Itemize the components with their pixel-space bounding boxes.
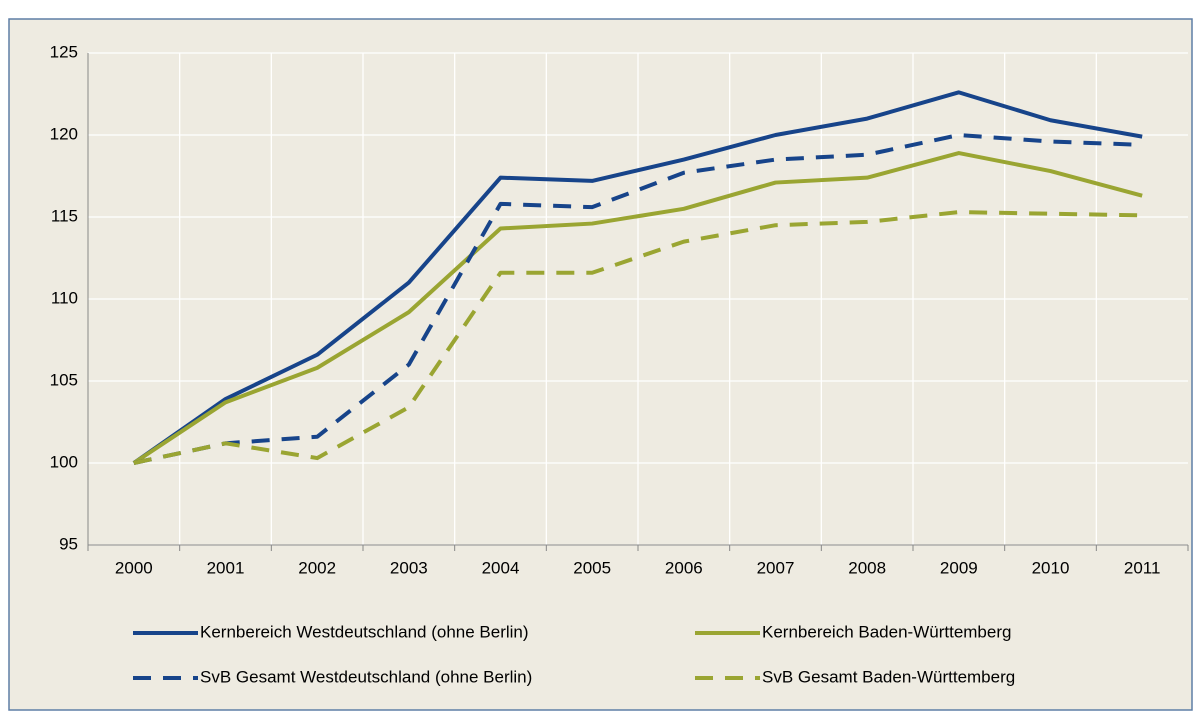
y-tick-label: 100	[50, 452, 78, 471]
x-tick-label: 2005	[573, 558, 611, 577]
x-tick-label: 2001	[207, 558, 245, 577]
x-tick-label: 2000	[115, 558, 153, 577]
x-tick-label: 2007	[757, 558, 795, 577]
x-tick-label: 2002	[298, 558, 336, 577]
x-tick-label: 2004	[482, 558, 520, 577]
x-tick-label: 2011	[1124, 558, 1161, 577]
legend-label: Kernbereich Westdeutschland (ohne Berlin…	[200, 622, 529, 641]
x-tick-label: 2010	[1032, 558, 1070, 577]
x-tick-label: 2006	[665, 558, 703, 577]
y-tick-label: 120	[50, 124, 78, 143]
legend-label: SvB Gesamt Westdeutschland (ohne Berlin)	[200, 667, 532, 686]
series-line	[133, 210, 1143, 465]
y-tick-label: 105	[50, 370, 78, 389]
series-line	[132, 151, 1143, 465]
legend-label: SvB Gesamt Baden-Württemberg	[762, 667, 1015, 686]
y-tick-label: 115	[51, 206, 78, 225]
legend-label: Kernbereich Baden-Württemberg	[762, 622, 1011, 641]
series-line	[133, 133, 1143, 465]
x-tick-label: 2008	[848, 558, 886, 577]
x-tick-label: 2003	[390, 558, 428, 577]
y-tick-label: 110	[51, 288, 78, 307]
series-line	[132, 90, 1143, 465]
y-tick-label: 95	[59, 534, 78, 553]
x-tick-label: 2009	[940, 558, 978, 577]
chart-frame	[8, 18, 1193, 711]
y-tick-label: 125	[50, 42, 78, 61]
